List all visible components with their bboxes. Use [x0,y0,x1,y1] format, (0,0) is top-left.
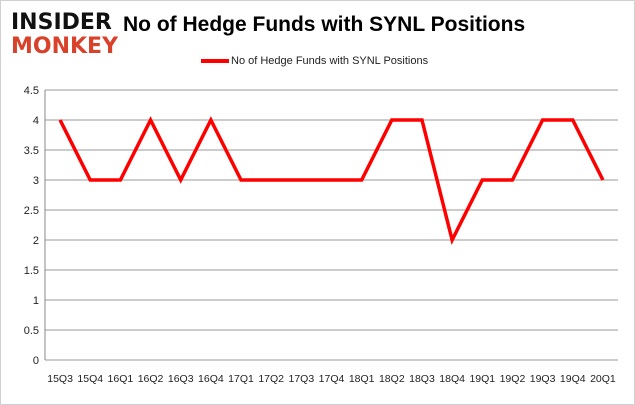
y-tick-label: 2 [33,235,39,247]
chart-title: No of Hedge Funds with SYNL Positions [123,13,526,36]
svg-text:INSIDER: INSIDER [11,10,112,35]
x-tick-label: 18Q3 [409,373,435,385]
svg-text:MONKEY: MONKEY [11,34,119,57]
y-tick-label: 0 [33,355,39,367]
y-tick-label: 1.5 [24,265,39,277]
x-tick-label: 16Q2 [138,373,164,385]
x-tick-label: 15Q3 [47,373,73,385]
y-tick-label: 0.5 [24,325,39,337]
x-tick-label: 18Q1 [349,373,375,385]
x-tick-label: 18Q4 [439,373,465,385]
legend-swatch [201,59,229,63]
y-tick-label: 3.5 [24,145,39,157]
x-tick-label: 20Q1 [590,373,616,385]
x-tick-label: 19Q3 [530,373,556,385]
x-tick-label: 17Q3 [288,373,314,385]
x-tick-label: 19Q1 [469,373,495,385]
x-tick-label: 16Q3 [168,373,194,385]
insider-monkey-logo: INSIDER MONKEY [11,10,119,57]
y-tick-label: 2.5 [24,205,39,217]
x-tick-label: 17Q2 [258,373,284,385]
x-tick-label: 19Q4 [560,373,586,385]
legend: No of Hedge Funds with SYNL Positions [201,55,428,67]
y-tick-label: 4.5 [24,85,39,97]
y-tick-label: 3 [33,175,39,187]
x-tick-label: 17Q1 [228,373,254,385]
x-tick-label: 18Q2 [379,373,405,385]
x-tick-label: 16Q4 [198,373,224,385]
x-tick-label: 17Q4 [319,373,345,385]
legend-label: No of Hedge Funds with SYNL Positions [231,55,429,67]
y-tick-label: 4 [33,115,39,127]
x-tick-label: 15Q4 [77,373,103,385]
x-tick-label: 16Q1 [108,373,134,385]
y-tick-label: 1 [33,295,39,307]
x-tick-label: 19Q2 [500,373,526,385]
